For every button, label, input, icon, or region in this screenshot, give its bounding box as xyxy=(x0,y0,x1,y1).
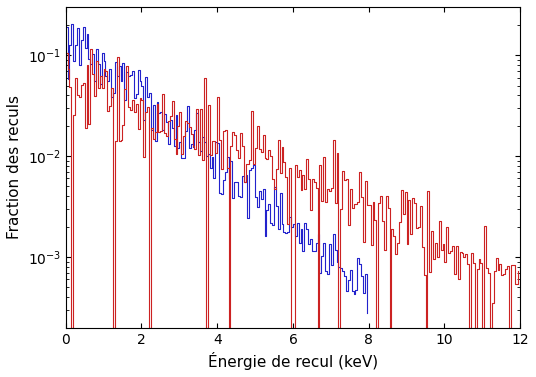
Y-axis label: Fraction des reculs: Fraction des reculs xyxy=(7,95,22,239)
X-axis label: Énergie de recul (keV): Énergie de recul (keV) xyxy=(208,352,378,370)
